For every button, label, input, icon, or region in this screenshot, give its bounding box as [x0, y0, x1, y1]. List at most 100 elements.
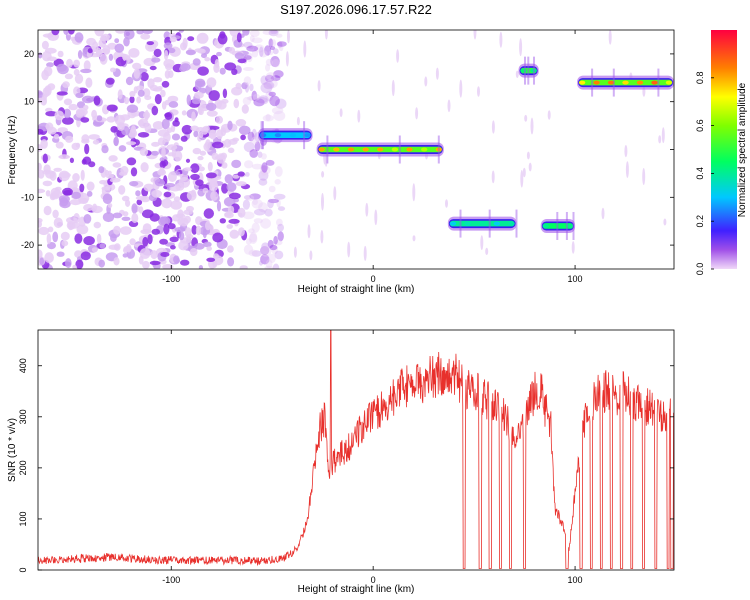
noise-blob	[69, 199, 82, 206]
noise-blob	[119, 171, 128, 176]
noise-blob	[246, 96, 258, 101]
noise-blob	[82, 156, 92, 165]
noise-blob	[258, 95, 269, 105]
noise-blob	[661, 127, 665, 144]
snr-y-ticks: 0 100 200 300 400	[18, 358, 674, 573]
noise-blob	[149, 213, 160, 222]
noise-blob	[227, 120, 233, 131]
noise-blob	[271, 39, 277, 47]
noise-blob	[79, 183, 85, 193]
noise-blob	[251, 128, 257, 140]
noise-blob	[248, 249, 258, 257]
noise-blob	[168, 47, 176, 54]
noise-blob	[227, 147, 235, 154]
noise-blob	[190, 163, 200, 174]
noise-blob	[191, 111, 196, 122]
noise-blob	[270, 75, 281, 82]
noise-blob	[161, 198, 173, 209]
noise-blob	[264, 208, 273, 217]
noise-blob	[208, 181, 219, 192]
noise-blob	[309, 250, 313, 261]
noise-blob	[333, 186, 337, 201]
noise-blob	[42, 180, 53, 187]
noise-blob	[120, 114, 131, 121]
noise-blob	[108, 244, 120, 250]
noise-blob	[178, 231, 185, 241]
noise-blob	[122, 253, 128, 258]
noise-blob	[321, 171, 325, 178]
noise-blob	[174, 150, 183, 162]
noise-blob	[249, 83, 254, 92]
noise-blob	[53, 167, 62, 172]
noise-blob	[229, 192, 241, 200]
noise-blob	[203, 241, 212, 248]
noise-blob	[242, 30, 250, 36]
noise-blob	[159, 238, 169, 245]
noise-blob	[146, 41, 154, 46]
noise-blob	[242, 211, 255, 220]
noise-blob	[76, 224, 89, 235]
noise-blob	[526, 151, 530, 160]
noise-blob	[62, 117, 74, 125]
noise-blob	[183, 167, 192, 172]
noise-blob	[43, 205, 52, 216]
noise-blob	[224, 62, 237, 71]
noise-blob	[222, 88, 228, 99]
noise-blob	[235, 181, 247, 187]
noise-blob	[260, 165, 269, 170]
snr-frame	[37, 329, 675, 571]
noise-blob	[117, 89, 123, 100]
colorbar: 0.0 0.2 0.4 0.6 0.8 Normalized spectral ampl…	[695, 30, 748, 275]
noise-blob	[199, 150, 207, 156]
snr-y-label: SNR (10 * v/v)	[7, 418, 18, 482]
noise-blob	[159, 216, 171, 226]
noise-blob	[60, 231, 70, 241]
noise-blob	[251, 50, 259, 58]
noise-blob	[192, 58, 201, 66]
noise-blob	[243, 55, 252, 60]
snr-x-ticks: -100 0 100	[162, 330, 583, 585]
noise-blob	[80, 117, 90, 123]
y-tick-label: 20	[24, 49, 34, 59]
noise-blob	[133, 86, 138, 94]
noise-blob	[125, 199, 131, 207]
y-tick-label: -20	[21, 240, 34, 250]
noise-blob	[171, 133, 181, 141]
noise-blob	[91, 247, 98, 253]
noise-blob	[219, 67, 226, 75]
noise-blob	[269, 244, 278, 251]
noise-blob	[123, 97, 130, 105]
noise-blob	[45, 111, 58, 117]
noise-blob	[265, 90, 274, 102]
noise-blob	[260, 153, 267, 160]
noise-blob	[119, 226, 132, 235]
noise-blob	[68, 30, 75, 35]
noise-blob	[154, 94, 162, 105]
noise-blob	[276, 41, 287, 47]
noise-blob	[174, 227, 186, 233]
noise-blob	[243, 41, 253, 49]
noise-blob	[163, 42, 173, 50]
noise-blob	[163, 59, 175, 68]
noise-blob	[270, 56, 280, 67]
noise-blob	[194, 80, 202, 91]
noise-blob	[208, 90, 220, 101]
noise-blob	[303, 40, 307, 58]
noise-blob	[260, 246, 270, 255]
noise-blob	[424, 76, 428, 87]
noise-blob	[164, 183, 176, 188]
noise-blob	[287, 30, 290, 44]
noise-blob	[245, 194, 255, 201]
noise-blob	[126, 157, 137, 166]
noise-blob	[164, 112, 173, 120]
noise-blob	[169, 36, 177, 43]
noise-blob	[259, 46, 264, 58]
noise-blob	[186, 190, 197, 201]
noise-blob	[262, 114, 274, 122]
noise-blob	[260, 254, 270, 265]
noise-blob	[185, 158, 191, 163]
noise-blob	[265, 79, 278, 89]
noise-blob	[274, 239, 283, 246]
signal-track	[316, 135, 444, 164]
noise-blob	[85, 77, 93, 88]
